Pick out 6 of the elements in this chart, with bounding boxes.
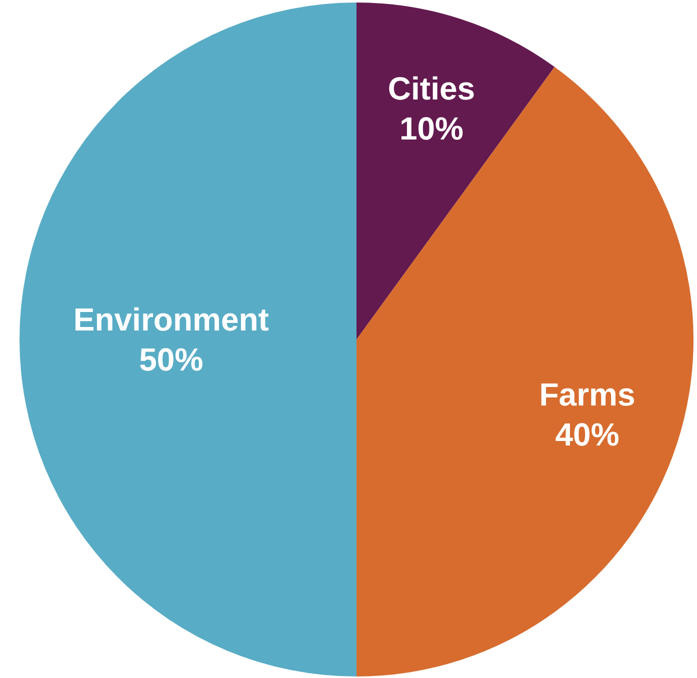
data-label: 40% <box>555 416 620 452</box>
slice-label: Environment <box>73 302 270 338</box>
data-label: 10% <box>399 110 464 147</box>
slice-label: Farms <box>539 376 636 412</box>
slice-label: Cities <box>388 70 476 107</box>
data-label: 50% <box>139 342 204 378</box>
